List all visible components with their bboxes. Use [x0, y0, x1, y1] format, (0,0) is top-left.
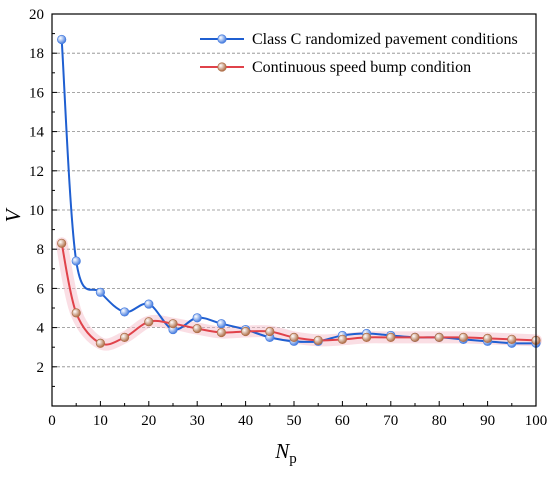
series-2-point-40 [241, 326, 251, 337]
series-2-point-85 [458, 332, 468, 342]
x-axis-title-main: N [274, 439, 290, 463]
series-1-point-30 [192, 313, 202, 323]
series-2-point-75 [410, 332, 420, 342]
x-tick-label-30: 30 [190, 413, 205, 429]
x-tick-label-50: 50 [287, 413, 302, 429]
series-2-point-25 [168, 319, 178, 329]
x-tick-label-40: 40 [238, 413, 253, 429]
y-tick-label-14: 14 [29, 125, 45, 141]
legend-label-1: Class C randomized pavement conditions [252, 31, 518, 48]
series-2-band [55, 237, 542, 351]
y-tick-label-18: 18 [29, 46, 44, 62]
y-tick-label-16: 16 [29, 85, 45, 101]
x-tick-label-100: 100 [525, 413, 548, 429]
series-2-point-50 [289, 332, 299, 342]
x-tick-label-90: 90 [480, 413, 495, 429]
series-2-point-55 [313, 335, 323, 345]
y-tick-label-20: 20 [29, 7, 44, 23]
legend-marker-2 [217, 62, 227, 72]
y-tick-label-8: 8 [37, 242, 45, 258]
series-2-point-65 [361, 332, 372, 342]
series-2-point-70 [386, 332, 396, 342]
gridlines [52, 52, 536, 368]
legend: Class C randomized pavement conditions Co… [200, 31, 518, 76]
series-2-point-95 [507, 334, 517, 344]
series-1-point-5 [71, 256, 81, 266]
x-axis-title: Np [274, 439, 297, 467]
y-axis-title: V [1, 207, 25, 222]
series-2-band-path [55, 237, 542, 351]
legend-marker-1 [217, 34, 227, 44]
x-axis-title-subscript: p [289, 451, 297, 467]
series-1-line [60, 39, 537, 345]
series-markers [57, 34, 541, 348]
series-2-point-30 [192, 323, 202, 334]
x-tick-label-70: 70 [383, 413, 398, 429]
legend-label-2: Continuous speed bump condition [252, 59, 471, 76]
x-tick-label-0: 0 [48, 413, 56, 429]
series-2-point-90 [482, 333, 493, 343]
y-tick-label-10: 10 [29, 203, 44, 219]
series-2-point-60 [337, 334, 347, 344]
series-1-point-20 [144, 299, 154, 309]
series-2-point-35 [216, 327, 226, 338]
series-2-point-2 [57, 238, 67, 248]
series-2-point-10 [95, 338, 106, 348]
series-1-point-35 [216, 319, 226, 329]
series-2-point-80 [434, 332, 444, 342]
x-tick-label-80: 80 [432, 413, 447, 429]
axis-ticks: 0 10 20 30 40 50 60 70 80 90 100 2 4 6 8 10 12 14 16 18 20 [29, 7, 547, 429]
series-2-point-20 [144, 317, 154, 327]
y-tick-label-6: 6 [37, 281, 45, 297]
series-2-point-15 [120, 332, 130, 342]
series-2-point-5 [71, 308, 81, 318]
x-tick-label-10: 10 [93, 413, 108, 429]
y-tick-label-2: 2 [37, 360, 45, 376]
x-tick-label-60: 60 [335, 413, 350, 429]
series-1-point-2 [57, 34, 67, 45]
x-tick-label-20: 20 [141, 413, 156, 429]
series-1-point-15 [120, 307, 130, 317]
series-2-point-45 [265, 326, 275, 337]
y-tick-label-12: 12 [29, 164, 44, 180]
series-lines [60, 39, 537, 346]
series-1-point-10 [95, 287, 106, 297]
y-tick-label-4: 4 [37, 321, 45, 337]
